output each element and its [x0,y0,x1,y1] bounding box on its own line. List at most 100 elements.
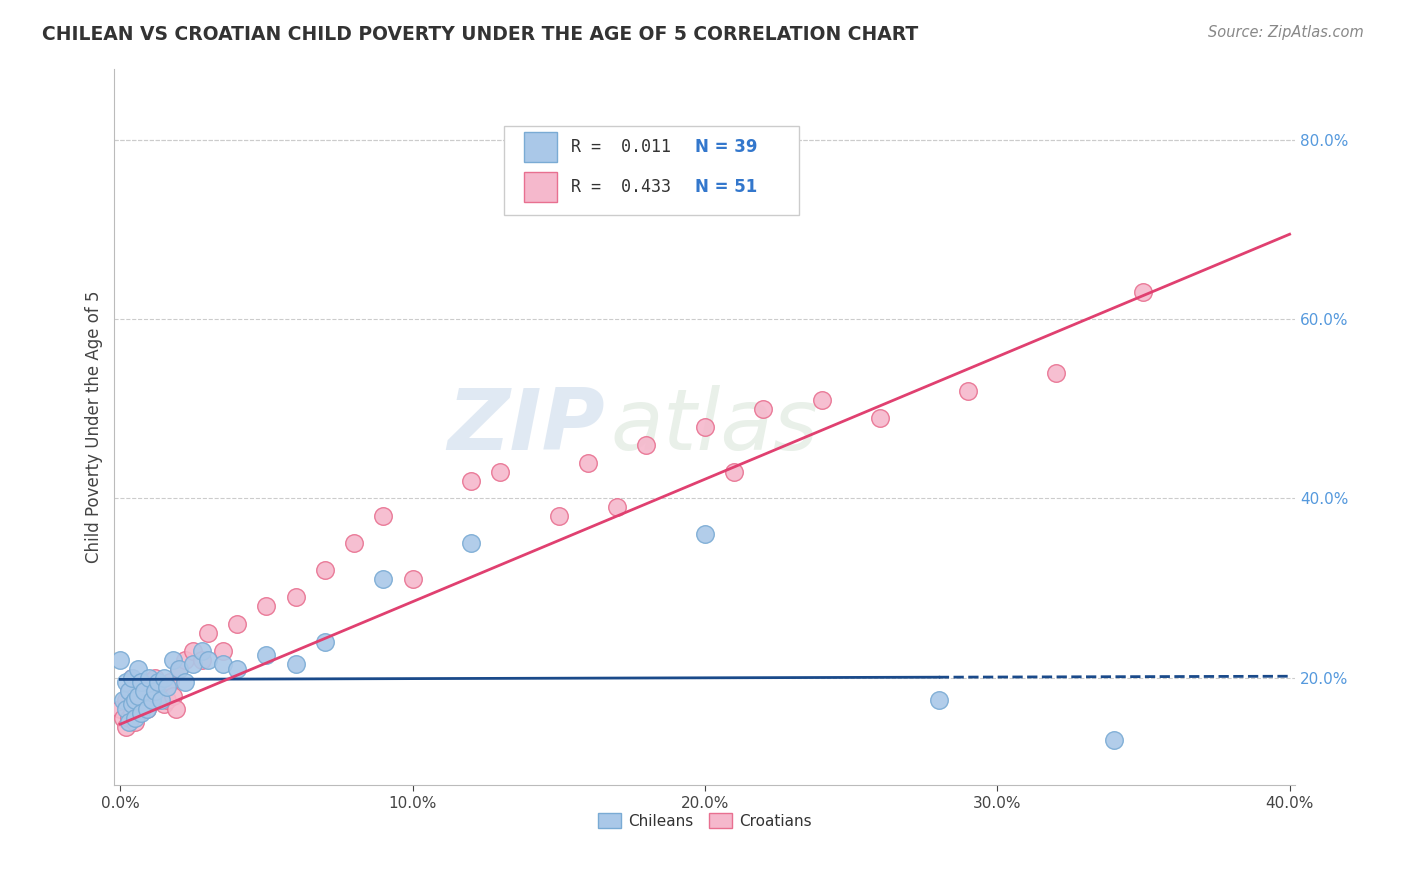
Point [132,684,155,698]
Point [129,698,152,712]
Point [693,419,716,434]
Point [127,706,149,721]
Point [159,675,181,690]
Point [460,474,482,488]
Point [156,680,179,694]
Point [121,671,143,685]
Point [191,644,214,658]
FancyBboxPatch shape [524,132,557,162]
Point [141,693,163,707]
Point [153,698,176,712]
Point [112,693,135,707]
Point [314,563,336,577]
Point [191,653,214,667]
Point [957,384,980,398]
Point [254,648,277,663]
Point [153,671,176,685]
Point [138,675,160,690]
Point [693,527,716,541]
Point [115,702,138,716]
Point [124,715,146,730]
Point [150,693,173,707]
Point [129,706,152,721]
Text: atlas: atlas [610,385,818,468]
Text: N = 39: N = 39 [696,138,758,156]
Text: N = 51: N = 51 [696,178,758,196]
Point [183,657,205,672]
Point [132,684,155,698]
Point [723,465,745,479]
Point [118,684,141,698]
Point [226,662,249,676]
Point [284,657,307,672]
Point [173,675,195,690]
Point [373,509,395,524]
Point [165,702,187,716]
Point [211,657,233,672]
Point [460,536,482,550]
Point [869,410,891,425]
Point [127,689,149,703]
Point [576,456,599,470]
Point [121,706,143,721]
Point [167,662,190,676]
Point [373,572,395,586]
Point [928,693,950,707]
Point [115,675,138,690]
Point [314,634,336,648]
Point [211,644,233,658]
Point [162,689,184,703]
Point [129,675,152,690]
Point [148,675,170,690]
Point [143,684,166,698]
Point [143,671,166,685]
FancyBboxPatch shape [505,126,800,215]
Point [127,662,149,676]
Point [127,693,149,707]
Point [167,662,190,676]
Point [118,711,141,725]
Point [115,693,138,707]
Text: R =  0.433: R = 0.433 [571,178,672,196]
Text: Source: ZipAtlas.com: Source: ZipAtlas.com [1208,25,1364,40]
Point [254,599,277,613]
Text: ZIP: ZIP [447,385,605,468]
Point [636,438,658,452]
Text: R =  0.011: R = 0.011 [571,138,672,156]
Point [118,715,141,730]
Point [1102,733,1125,747]
Point [401,572,423,586]
Point [343,536,366,550]
Point [811,392,834,407]
Point [110,702,132,716]
Point [183,644,205,658]
Point [124,693,146,707]
Point [197,653,219,667]
FancyBboxPatch shape [524,172,557,202]
Point [547,509,569,524]
Point [284,590,307,604]
Legend: Chileans, Croatians: Chileans, Croatians [592,806,818,835]
Point [124,711,146,725]
Point [752,401,775,416]
Point [489,465,512,479]
Text: CHILEAN VS CROATIAN CHILD POVERTY UNDER THE AGE OF 5 CORRELATION CHART: CHILEAN VS CROATIAN CHILD POVERTY UNDER … [42,25,918,44]
Point [115,720,138,734]
Point [148,684,170,698]
Point [162,653,184,667]
Point [110,653,132,667]
Point [156,693,179,707]
Point [112,711,135,725]
Point [197,625,219,640]
Point [606,500,628,515]
Y-axis label: Child Poverty Under the Age of 5: Child Poverty Under the Age of 5 [86,291,103,563]
Point [173,653,195,667]
Point [226,616,249,631]
Point [124,689,146,703]
Point [121,698,143,712]
Point [1045,366,1067,380]
Point [135,702,157,716]
Point [135,702,157,716]
Point [121,671,143,685]
Point [141,693,163,707]
